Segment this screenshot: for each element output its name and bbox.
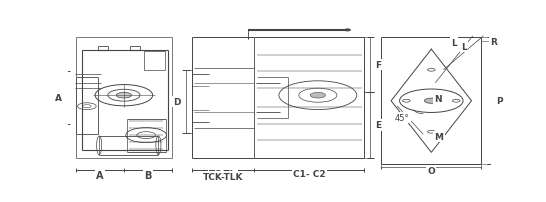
Text: L: L (461, 43, 467, 52)
Circle shape (424, 99, 438, 104)
Text: R: R (490, 38, 497, 47)
Circle shape (310, 93, 325, 99)
Text: D: D (173, 98, 181, 106)
Text: TCK-TLK: TCK-TLK (203, 173, 244, 181)
Text: L: L (451, 39, 456, 48)
Text: E: E (376, 121, 382, 130)
Text: B: B (144, 170, 152, 180)
Text: P: P (496, 97, 502, 106)
Text: TC-TL: TC-TL (209, 169, 237, 178)
Text: M: M (435, 132, 443, 141)
Circle shape (116, 93, 132, 99)
Text: A: A (96, 170, 104, 180)
Text: F: F (376, 61, 382, 70)
Text: O: O (428, 167, 435, 176)
Text: 45°: 45° (395, 113, 410, 122)
Text: C1- C2: C1- C2 (293, 169, 326, 178)
Text: N: N (434, 94, 442, 103)
Text: A: A (55, 94, 62, 103)
Circle shape (345, 30, 351, 32)
